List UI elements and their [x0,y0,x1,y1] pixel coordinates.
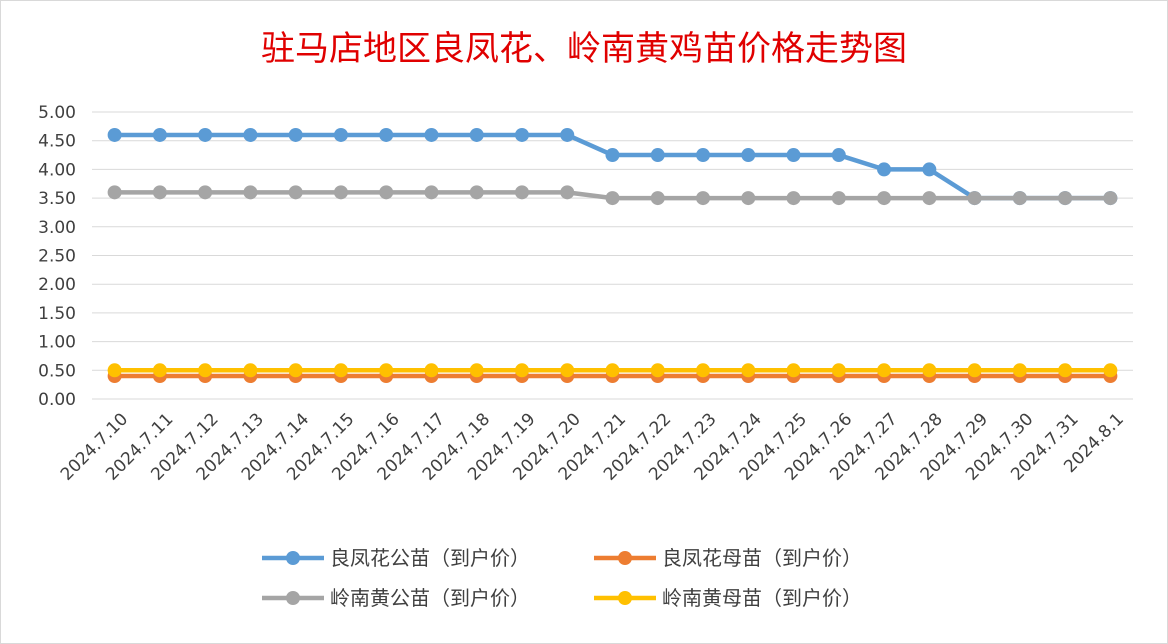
data-point [514,185,529,200]
data-point [1012,363,1027,378]
data-point [424,185,439,200]
data-point [1103,363,1118,378]
y-tick-label: 0.50 [38,361,76,381]
data-point [424,127,439,142]
data-point [696,363,711,378]
legend-label: 岭南黄公苗（到户价） [330,586,530,610]
data-point [831,363,846,378]
legend-label: 岭南黄母苗（到户价） [662,586,862,610]
legend-marker [618,591,632,605]
y-tick-label: 1.50 [38,304,76,324]
data-point [650,191,665,206]
data-point [877,363,892,378]
y-tick-label: 5.00 [38,103,76,123]
data-point [152,363,167,378]
series-3 [107,185,1118,206]
data-point [877,191,892,206]
data-point [514,127,529,142]
series-lines [107,127,1118,384]
data-point [107,127,122,142]
y-tick-label: 4.50 [38,132,76,152]
legend-marker [286,551,300,565]
data-point [650,148,665,163]
data-point [967,191,982,206]
data-point [786,148,801,163]
data-point [877,162,892,177]
data-point [1012,191,1027,206]
y-tick-label: 0.00 [38,390,76,410]
data-point [469,363,484,378]
y-axis-ticks: 0.00 0.50 1.00 1.50 2.00 2.50 3.00 3.50 4.00 4.50… [38,103,76,410]
data-point [831,191,846,206]
data-point [786,363,801,378]
data-point [922,363,937,378]
data-point [469,185,484,200]
data-point [696,148,711,163]
data-point [198,185,213,200]
data-point [696,191,711,206]
data-point [741,191,756,206]
data-point [469,127,484,142]
data-point [560,127,575,142]
data-point [333,127,348,142]
data-point [741,363,756,378]
data-point [198,127,213,142]
data-point [786,191,801,206]
series-4 [107,363,1118,378]
legend-label: 良凤花公苗（到户价） [330,546,530,570]
legend-entry: 良凤花公苗（到户价） [262,546,530,570]
data-point [1058,191,1073,206]
chart-title: 驻马店地区良凤花、岭南黄鸡苗价格走势图 [261,29,907,69]
data-point [605,191,620,206]
data-point [514,363,529,378]
y-tick-label: 1.00 [38,333,76,353]
data-point [605,148,620,163]
legend-marker [286,591,300,605]
data-point [605,363,620,378]
data-point [560,363,575,378]
data-point [379,363,394,378]
data-point [831,148,846,163]
data-point [333,363,348,378]
legend-entry: 岭南黄公苗（到户价） [262,586,530,610]
data-point [741,148,756,163]
data-point [379,127,394,142]
data-point [922,191,937,206]
data-point [288,127,303,142]
y-tick-label: 2.00 [38,275,76,295]
legend-entry: 良凤花母苗（到户价） [594,546,862,570]
data-point [107,363,122,378]
data-point [152,185,167,200]
y-tick-label: 3.50 [38,189,76,209]
y-tick-label: 4.00 [38,160,76,180]
data-point [424,363,439,378]
data-point [243,127,258,142]
data-point [1103,191,1118,206]
y-tick-label: 3.00 [38,218,76,238]
data-point [243,363,258,378]
data-point [288,363,303,378]
data-point [650,363,665,378]
legend: 良凤花公苗（到户价） 良凤花母苗（到户价） 岭南黄公苗（到户价） 岭南黄母苗（到户价） [262,546,862,610]
data-point [1058,363,1073,378]
data-point [333,185,348,200]
data-point [288,185,303,200]
data-point [107,185,122,200]
legend-entry: 岭南黄母苗（到户价） [594,586,862,610]
data-point [922,162,937,177]
data-point [560,185,575,200]
legend-marker [618,551,632,565]
legend-label: 良凤花母苗（到户价） [662,546,862,570]
y-tick-label: 2.50 [38,247,76,267]
data-point [198,363,213,378]
data-point [243,185,258,200]
data-point [152,127,167,142]
data-point [967,363,982,378]
data-point [379,185,394,200]
